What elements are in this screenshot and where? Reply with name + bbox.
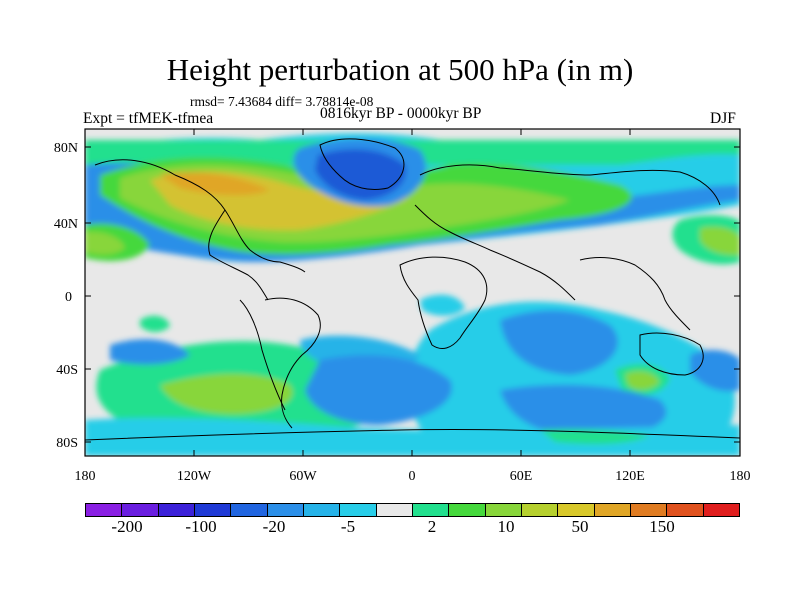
- colorbar-label: 2: [427, 517, 437, 536]
- colorbar-swatch: [594, 504, 631, 516]
- filled-contours: [85, 133, 740, 456]
- colorbar-label: 150: [649, 517, 675, 536]
- antarctica-coast: [85, 428, 740, 441]
- andes-coast: [239, 299, 286, 411]
- coastlines: [85, 138, 740, 441]
- colorbar-swatch: [231, 504, 268, 516]
- colorbar-swatch: [485, 504, 522, 516]
- colorbar-swatch: [667, 504, 704, 516]
- central-america-coast: [208, 209, 269, 301]
- x-tick-label: 180: [730, 469, 751, 484]
- colorbar-swatch: [86, 504, 123, 516]
- x-tick-label: 60W: [289, 469, 317, 484]
- colorbar-label: -100: [185, 517, 217, 536]
- colorbar-swatch: [303, 504, 341, 516]
- map-title: Height perturbation at 500 hPa (in m): [166, 52, 634, 87]
- tick-marks: [84, 129, 741, 456]
- south-america-coast: [264, 297, 321, 429]
- eurasia-north-coast: [419, 164, 721, 206]
- y-tick-label: 80S: [56, 436, 78, 451]
- y-axis-labels: 80N 40N 0 40S 80S: [54, 141, 78, 451]
- colorbar-swatch: [194, 504, 232, 516]
- australia-coast: [639, 332, 704, 376]
- y-tick-label: 80N: [54, 141, 78, 156]
- colorbar-label: 10: [497, 517, 515, 536]
- colorbar-swatch: [376, 504, 413, 516]
- colorbar-swatch: [412, 504, 450, 516]
- colorbar-label: 50: [571, 517, 589, 536]
- season-label: DJF: [710, 110, 736, 127]
- x-axis-labels: 180 120W 60W 0 60E 120E 180: [75, 469, 751, 484]
- y-tick-label: 40S: [56, 363, 78, 378]
- x-tick-label: 120W: [177, 469, 212, 484]
- x-tick-label: 180: [75, 469, 96, 484]
- x-tick-label: 120E: [615, 469, 645, 484]
- colorbar-label: -20: [262, 517, 286, 536]
- colorbar-swatch: [267, 504, 304, 516]
- colorbar-swatch: [122, 504, 159, 516]
- africa-coast: [399, 256, 488, 349]
- colorbar-swatch: [521, 504, 559, 516]
- colorbar-swatch: [340, 504, 377, 516]
- y-tick-label: 40N: [54, 217, 78, 232]
- europe-coast: [414, 204, 491, 251]
- colorbar-swatch: [158, 504, 195, 516]
- period-label: 0816kyr BP - 0000kyr BP: [320, 105, 482, 122]
- rmsd-diff-stats: rmsd= 7.43684 diff= 3.78814e-08: [190, 94, 374, 109]
- arabia-india-coast: [489, 249, 576, 301]
- experiment-label: Expt = tfMEK-tfmea: [83, 110, 214, 127]
- y-tick-label: 0: [65, 290, 72, 305]
- colorbar-swatch: [558, 504, 595, 516]
- x-tick-label: 0: [409, 469, 416, 484]
- greenland-coast: [319, 138, 405, 190]
- colorbar-swatch: [449, 504, 486, 516]
- east-asia-coast: [579, 257, 691, 331]
- x-tick-label: 60E: [510, 469, 533, 484]
- colorbar-swatch: [630, 504, 668, 516]
- colorbar-swatch: [703, 504, 739, 516]
- north-america-coast: [94, 159, 306, 273]
- colorbar-label: -5: [340, 517, 356, 536]
- colorbar: [85, 503, 740, 517]
- colorbar-label: -200: [111, 517, 143, 536]
